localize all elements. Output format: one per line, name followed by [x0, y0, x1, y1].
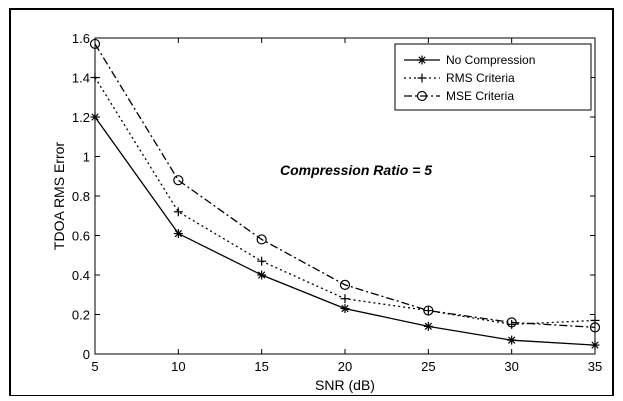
x-tick-label: 30	[504, 359, 518, 374]
x-axis-label: SNR (dB)	[315, 377, 375, 393]
y-tick-label: 0.2	[72, 308, 90, 323]
y-tick-label: 1.4	[72, 71, 90, 86]
data-point-no-compression	[173, 229, 183, 239]
data-point-no-compression	[257, 270, 267, 280]
data-point-mse-criteria	[506, 317, 517, 328]
legend-label: MSE Criteria	[446, 89, 514, 103]
legend-item-rms-criteria: RMS Criteria	[404, 71, 515, 85]
data-point-no-compression	[507, 335, 517, 345]
data-point-mse-criteria	[173, 175, 184, 186]
legend-box	[394, 43, 592, 111]
y-tick-label: 1.6	[72, 31, 90, 46]
y-tick-label: 0.8	[72, 189, 90, 204]
data-point-rms-criteria	[340, 294, 350, 304]
data-point-rms-criteria	[173, 207, 183, 217]
x-tick-label: 20	[338, 359, 352, 374]
legend-marker-rms-criteria	[417, 73, 427, 83]
legend-label: No Compression	[446, 53, 535, 67]
data-point-mse-criteria	[423, 305, 434, 316]
y-tick-label: 0.6	[72, 229, 90, 244]
data-point-no-compression	[590, 340, 600, 350]
data-point-rms-criteria	[257, 256, 267, 266]
data-point-mse-criteria	[589, 322, 601, 333]
data-point-mse-criteria	[89, 38, 101, 50]
y-tick-label: 0	[83, 347, 90, 362]
x-tick-label: 35	[588, 359, 602, 374]
data-point-mse-criteria	[339, 279, 351, 290]
legend-marker-mse-criteria	[416, 90, 428, 102]
data-point-rms-criteria	[90, 73, 100, 82]
legend-marker-no-compression	[417, 55, 427, 65]
y-tick-label: 1.2	[72, 110, 90, 125]
series-line-mse-criteria	[94, 43, 596, 328]
y-tick-label: 0.4	[72, 268, 90, 283]
compression-ratio-annotation: Compression Ratio = 5	[280, 162, 432, 178]
x-tick-label: 15	[254, 359, 268, 374]
x-tick-label: 10	[171, 359, 185, 374]
axis-ticks: 5 10 15 20 25 30 35 0 0.2 0.4 0.6 0.8 1 1.2 1.4 1.6	[72, 31, 602, 374]
data-point-mse-criteria	[256, 234, 267, 245]
legend-label: RMS Criteria	[446, 71, 515, 85]
x-tick-label: 25	[421, 359, 435, 374]
data-point-no-compression	[340, 304, 350, 314]
data-point-no-compression	[90, 112, 100, 122]
legend-item-no-compression: No Compression	[404, 53, 535, 67]
y-axis-label: TDOA RMS Error	[51, 142, 67, 250]
x-tick-label: 5	[91, 359, 98, 374]
legend: No Compression RMS Criteria MSE Criteria	[394, 43, 592, 111]
data-point-no-compression	[423, 321, 433, 331]
y-tick-label: 1	[83, 150, 90, 165]
series-layer	[89, 38, 601, 350]
legend-item-mse-criteria: MSE Criteria	[404, 89, 514, 103]
